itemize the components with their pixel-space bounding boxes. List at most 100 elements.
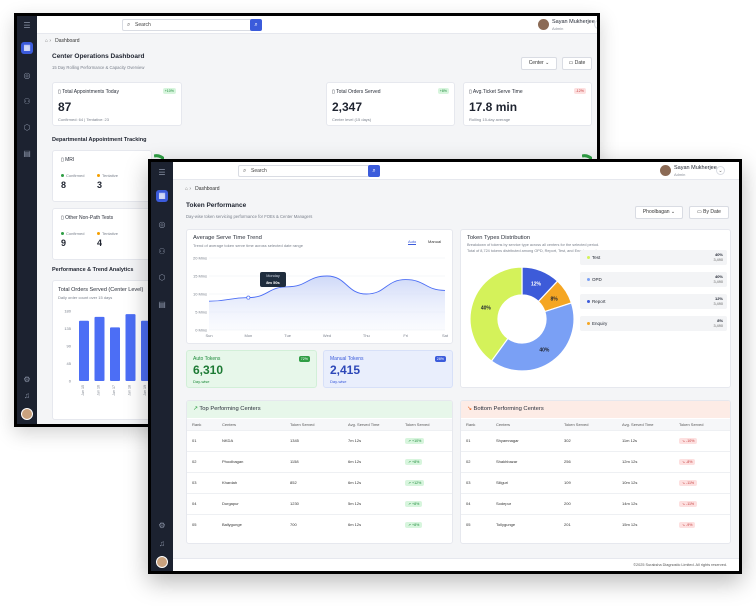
user-menu[interactable]: Sayan Mukherjee Admin ⌄ <box>538 18 597 32</box>
column-header: Rank <box>461 419 491 430</box>
home-icon[interactable]: ⌂ › <box>185 186 192 192</box>
y-tick-label: 180 <box>64 309 71 314</box>
date-label: Date <box>574 60 586 66</box>
y-tick-label: 0 <box>69 379 72 384</box>
footer: ©2025 Suraksha Diagnostic Limited. All r… <box>173 558 739 571</box>
search-input[interactable]: ⌕ Search <box>122 19 252 31</box>
table-cell: Durgapur <box>217 492 285 514</box>
table-row[interactable]: 01 Shyamnagar 302 11m 12s ↘ -10% <box>461 429 730 451</box>
bar <box>110 327 120 381</box>
table-row[interactable]: 04 Sodepur 200 14m 12s ↘ -11% <box>461 492 730 514</box>
users-icon[interactable]: ⚇ <box>23 97 31 106</box>
table-cell: Khardah <box>217 471 285 493</box>
kpi-sub: Rolling 15-day average <box>469 117 511 122</box>
kpi-sub: Confirmed: 64 | Tentative: 23 <box>58 117 109 122</box>
table-cell: 02 <box>461 450 491 472</box>
center-label: Center <box>528 60 544 66</box>
top-centers-card: ↗ Top Performing Centers Rank Centers Toke… <box>186 400 453 544</box>
table-cell: 15m 12s <box>617 513 674 535</box>
avatar[interactable] <box>21 408 33 420</box>
search-button[interactable]: ⌕ <box>250 19 262 31</box>
y-tick-label: 45 <box>67 361 72 366</box>
table-row[interactable]: 02 Shakhbazar 256 12m 12s ↘ -8% <box>461 450 730 472</box>
table-cell: Sodepur <box>491 492 559 514</box>
legend-label: Enquiry <box>587 321 607 326</box>
back-sidebar: ☰ ▦ ◎ ⚇ ⬡ ▤ ⚙ ♫ <box>17 16 37 424</box>
search-button[interactable]: ⌕ <box>368 165 380 177</box>
search-input[interactable]: ⌕ Search <box>238 165 370 177</box>
table-row[interactable]: 03 Khardah 852 6m 12s ↗ +12% <box>187 471 452 493</box>
front-app: ☰ ▦ ◎ ⚇ ⬡ ▤ ⚙ ♫ ⌕ Search ⌕ Sayan Mukherje… <box>151 162 739 571</box>
settings-icon[interactable]: ◎ <box>158 220 166 229</box>
dept-name: MRI <box>65 157 75 163</box>
bottom-centers-title: Bottom Performing Centers <box>473 406 544 412</box>
legend-item: Test 40% 3,490 <box>580 250 727 265</box>
clipboard-icon[interactable]: ▤ <box>23 149 31 158</box>
footer-text: ©2025 Suraksha Diagnostic Limited. All r… <box>633 563 727 567</box>
chevron-down-icon[interactable]: ⌄ <box>594 20 597 29</box>
menu-icon[interactable]: ☰ <box>23 21 31 30</box>
page-subtitle: Day-wise token servicing performance for… <box>186 214 313 219</box>
table-header-row: Rank Centers Token Served Avg. Served Time T… <box>461 419 730 430</box>
legend-item: Enquiry 8% 3,490 <box>580 316 727 331</box>
user-menu[interactable]: Sayan Mukherjee Admin ⌄ <box>660 164 730 178</box>
table-row[interactable]: 02 Phoolbagan 1158 6m 12s ↗ +8% <box>187 450 452 472</box>
tab-manual[interactable]: Manual <box>428 239 442 244</box>
orders-bar-chart: 180 135 90 45 0 Jun 15 Jun 16 Jun 17 Jun 18 Jun 1… <box>64 309 161 396</box>
table-row[interactable]: 01 NKDA 1345 7m 12s ↗ +10% <box>187 429 452 451</box>
avatar[interactable] <box>156 556 168 568</box>
gear-icon[interactable]: ⚙ <box>23 375 31 384</box>
x-tick-label: Jun 17 <box>112 385 116 396</box>
by-date-button[interactable]: ▭ By Date <box>689 206 729 219</box>
menu-icon[interactable]: ☰ <box>158 168 166 177</box>
users-icon[interactable]: ⚇ <box>158 247 166 256</box>
donut-fragment <box>582 154 592 176</box>
grid-icon[interactable]: ▦ <box>156 190 168 202</box>
column-header: Token Served <box>559 419 617 430</box>
box-icon[interactable]: ⬡ <box>158 273 166 282</box>
center-select[interactable]: Center ⌄ <box>521 57 557 70</box>
table-row[interactable]: 03 Siliguri 109 10m 12s ↘ -11% <box>461 471 730 493</box>
gear-icon[interactable]: ⚙ <box>158 521 166 530</box>
table-cell: 12m 12s <box>617 450 674 472</box>
auto-tokens-label: Auto Tokens <box>193 356 221 362</box>
table-row[interactable]: 04 Durgapur 1230 5m 12s ↗ +8% <box>187 492 452 514</box>
user-role: Admin <box>552 26 564 31</box>
table-cell: Shakhbazar <box>491 450 559 472</box>
grid-icon[interactable]: ▦ <box>21 42 33 54</box>
clipboard-icon[interactable]: ▤ <box>158 300 166 309</box>
table-cell: 1158 <box>285 450 343 472</box>
table-cell: 200 <box>559 492 617 514</box>
table-row[interactable]: 05 Tollygunge 201 15m 12s ↘ -9% <box>461 513 730 535</box>
chevron-down-icon[interactable]: ⌄ <box>716 166 725 175</box>
change-cell: ↘ -8% <box>674 450 730 472</box>
date-button[interactable]: ▭ Date <box>562 57 592 70</box>
table-cell: Ballygunge <box>217 513 285 535</box>
kpi-value: 17.8 min <box>469 100 518 114</box>
legend-percent: 40% <box>714 252 723 257</box>
tooltip-day: Monday <box>266 274 280 278</box>
tab-auto[interactable]: Auto <box>408 239 417 245</box>
front-topbar: ⌕ Search ⌕ Sayan Mukherjee Admin ⌄ <box>173 162 739 180</box>
bell-icon[interactable]: ♫ <box>159 539 165 548</box>
box-icon[interactable]: ⬡ <box>23 123 31 132</box>
home-icon[interactable]: ⌂ › <box>45 38 52 44</box>
y-tick-label: 5 Mins <box>195 310 207 315</box>
pie-slice-test <box>469 266 523 362</box>
x-tick-label: Tue <box>284 333 292 338</box>
front-screenshot: ☰ ▦ ◎ ⚇ ⬡ ▤ ⚙ ♫ ⌕ Search ⌕ Sayan Mukherje… <box>148 159 742 574</box>
confirmed-label: Confirmed <box>66 231 85 236</box>
center-select[interactable]: Phoolbagan ⌄ <box>635 206 683 219</box>
table-row[interactable]: 05 Ballygunge 700 6m 12s ↗ +8% <box>187 513 452 535</box>
dept-card: ▯ MRI Confirmed Tentative 8 3 <box>52 150 152 202</box>
bell-icon[interactable]: ♫ <box>24 391 30 400</box>
change-badge: ↗ +10% <box>405 438 425 444</box>
bar <box>94 316 105 381</box>
kpi-value: 2,347 <box>332 100 363 114</box>
settings-icon[interactable]: ◎ <box>23 71 31 80</box>
kpi-value: 87 <box>58 100 72 114</box>
table-cell: 04 <box>461 492 491 514</box>
table-cell: 04 <box>187 492 217 514</box>
bottom-centers-header <box>461 401 730 418</box>
